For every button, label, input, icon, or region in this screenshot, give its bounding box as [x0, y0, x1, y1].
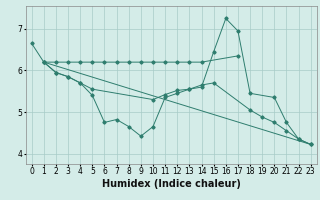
X-axis label: Humidex (Indice chaleur): Humidex (Indice chaleur) — [102, 179, 241, 189]
